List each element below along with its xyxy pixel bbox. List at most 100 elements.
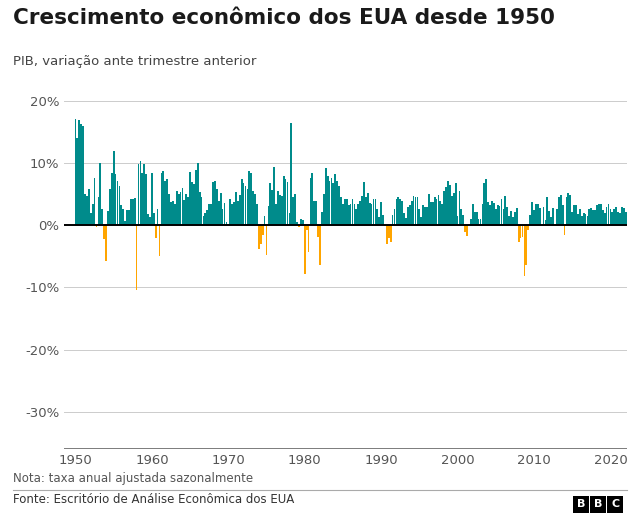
Bar [438, 195, 439, 226]
Bar [329, 181, 330, 226]
Bar [97, 197, 99, 226]
Bar [174, 204, 176, 226]
Bar [401, 200, 403, 226]
Bar [271, 190, 273, 226]
Bar [248, 171, 250, 226]
Bar [244, 186, 246, 226]
Bar [203, 216, 204, 226]
Bar [75, 118, 76, 226]
Bar [193, 184, 195, 226]
Bar [634, 226, 636, 420]
Bar [367, 193, 369, 226]
Bar [210, 204, 212, 226]
Text: PIB, variação ante trimestre anterior: PIB, variação ante trimestre anterior [13, 55, 256, 68]
Bar [474, 212, 476, 226]
Bar [466, 226, 468, 236]
Bar [84, 194, 86, 226]
Bar [277, 191, 279, 226]
Bar [382, 215, 384, 226]
Bar [535, 204, 537, 226]
Bar [266, 226, 268, 255]
Bar [550, 217, 552, 226]
Bar [369, 203, 371, 226]
Bar [189, 172, 191, 226]
Bar [399, 199, 401, 226]
Bar [80, 124, 82, 226]
Bar [218, 200, 220, 226]
Bar [464, 226, 466, 232]
Bar [575, 206, 577, 226]
Bar [141, 173, 143, 226]
Bar [541, 225, 543, 226]
Bar [531, 202, 533, 226]
Bar [321, 212, 323, 226]
Bar [300, 219, 302, 226]
Bar [537, 204, 539, 226]
Bar [252, 191, 254, 226]
Bar [397, 197, 399, 226]
Bar [314, 201, 315, 226]
Bar [348, 206, 349, 226]
Bar [579, 209, 580, 226]
Bar [422, 206, 424, 226]
Bar [335, 174, 336, 226]
Bar [468, 224, 470, 226]
Bar [178, 194, 179, 226]
Bar [172, 200, 174, 226]
Bar [164, 181, 166, 226]
Bar [485, 179, 487, 226]
Bar [331, 177, 332, 226]
Bar [442, 204, 443, 226]
Bar [392, 215, 394, 226]
Bar [355, 209, 357, 226]
Bar [453, 193, 454, 226]
Bar [440, 200, 441, 226]
Bar [281, 196, 283, 226]
Bar [623, 208, 625, 226]
Bar [598, 204, 600, 226]
Bar [216, 189, 218, 226]
Text: Fonte: Escritório de Análise Econômica dos EUA: Fonte: Escritório de Análise Econômica d… [13, 493, 294, 506]
Bar [223, 203, 225, 226]
Bar [289, 213, 291, 226]
Bar [500, 199, 502, 226]
Bar [298, 226, 300, 227]
Bar [491, 201, 493, 226]
Bar [413, 196, 415, 226]
Bar [585, 213, 586, 226]
Bar [262, 226, 264, 235]
Bar [86, 196, 88, 226]
Bar [304, 226, 305, 275]
Bar [600, 204, 602, 226]
Text: C: C [611, 499, 620, 509]
Bar [166, 179, 168, 226]
Bar [109, 189, 111, 226]
Bar [463, 216, 464, 226]
Bar [323, 194, 324, 226]
Bar [361, 196, 363, 226]
Bar [424, 207, 426, 226]
Bar [525, 226, 527, 265]
Bar [426, 207, 428, 226]
Bar [451, 196, 452, 226]
Bar [287, 182, 289, 226]
Bar [214, 181, 216, 226]
Bar [285, 180, 287, 226]
Bar [118, 186, 120, 226]
Bar [380, 203, 382, 226]
Bar [545, 220, 547, 226]
Bar [591, 208, 592, 226]
Bar [161, 173, 163, 226]
Bar [212, 182, 214, 226]
Bar [116, 181, 118, 226]
Bar [92, 204, 93, 226]
Bar [155, 226, 157, 238]
Bar [151, 173, 153, 226]
Bar [237, 200, 239, 226]
Bar [130, 199, 132, 226]
Bar [105, 226, 107, 262]
Bar [386, 226, 388, 244]
Bar [134, 198, 136, 226]
Bar [493, 203, 495, 226]
Bar [554, 225, 556, 226]
